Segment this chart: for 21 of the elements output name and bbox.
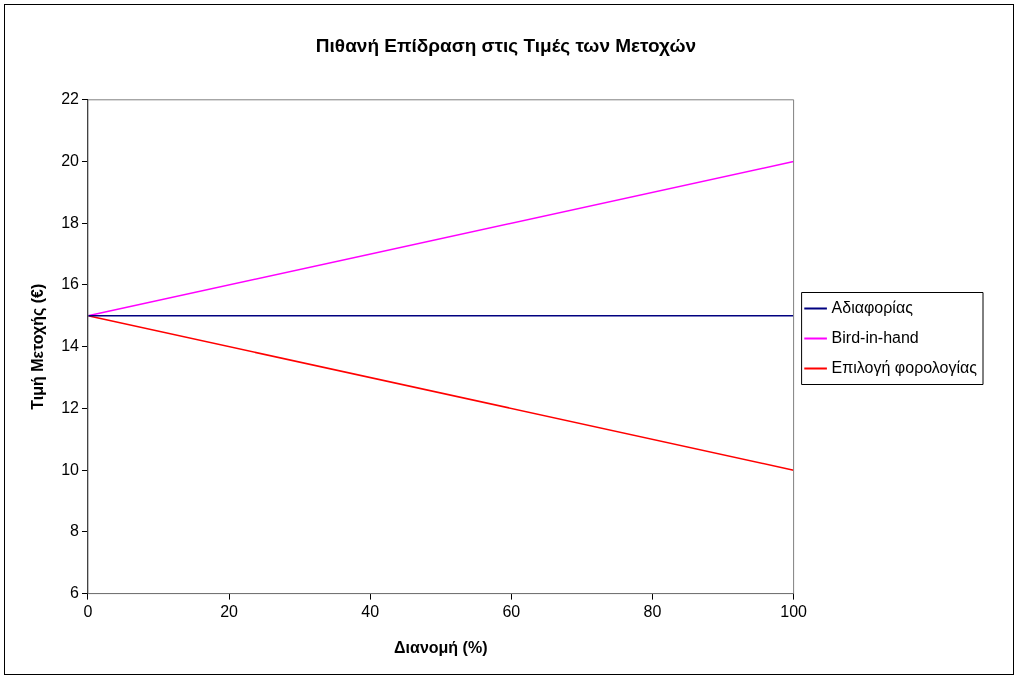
legend-label: Επιλογή φορολογίας [831,358,978,376]
y-tick-label: 6 [70,584,80,602]
y-tick-label: 18 [61,213,80,231]
y-tick-label: 22 [61,90,80,108]
legend-label: Bird-in-hand [831,328,919,346]
legend-label: Αδιαφορίας [831,298,914,316]
y-tick-label: 8 [70,522,80,540]
y-tick-label: 20 [61,151,80,169]
y-tick-label: 12 [61,398,80,416]
x-tick-label: 40 [361,602,380,620]
x-tick-label: 60 [502,602,521,620]
x-tick-label: 80 [643,602,662,620]
x-tick-label: 0 [83,602,93,620]
y-tick-label: 16 [61,275,80,293]
y-tick-label: 10 [61,460,80,478]
y-axis-title: Τιμή Μετοχής (€) [29,283,48,410]
x-axis-title: Διανομή (%) [394,638,488,656]
chart-title: Πιθανή Επίδραση στις Τιμές των Μετοχών [315,34,697,56]
x-tick-label: 20 [220,602,239,620]
y-tick-label: 14 [61,337,80,355]
x-tick-label: 100 [780,602,808,620]
